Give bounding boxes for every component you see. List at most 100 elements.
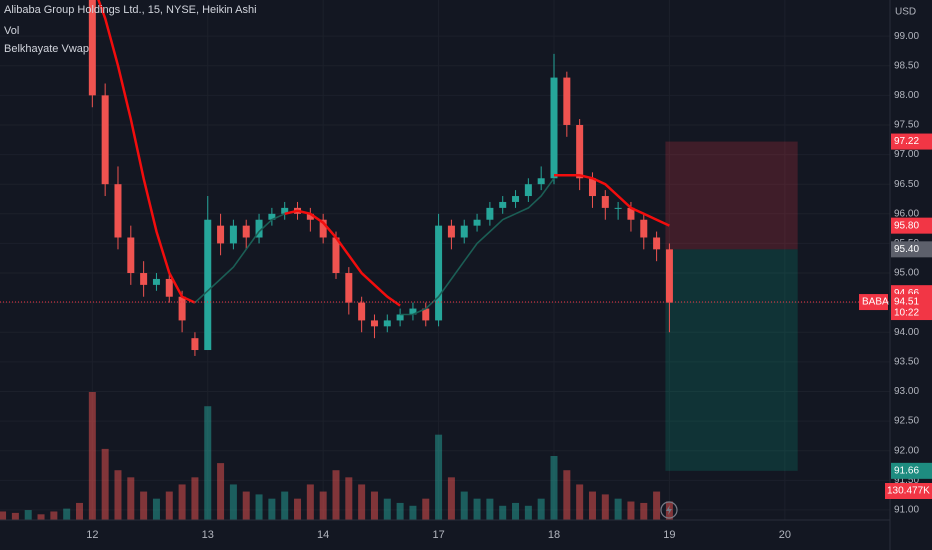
candle-body <box>627 207 635 220</box>
price-label-bg <box>891 133 932 150</box>
y-tick-label: 98.00 <box>894 90 919 101</box>
replay-icon[interactable] <box>660 501 678 519</box>
volume-bar <box>614 498 622 520</box>
candle-body <box>486 207 494 220</box>
volume-bar <box>191 477 199 520</box>
x-tick-label: 17 <box>432 529 444 541</box>
y-tick-label: 93.00 <box>894 386 919 397</box>
volume-bar <box>11 512 19 520</box>
chart-title: Alibaba Group Holdings Ltd., 15, NYSE, H… <box>4 4 257 16</box>
last-price-bg <box>891 294 932 321</box>
candle-body <box>563 77 571 125</box>
volume-bar <box>268 498 276 520</box>
volume-bar <box>627 501 635 520</box>
volume-bar <box>409 505 417 520</box>
volume-bar <box>537 498 545 520</box>
volume-bar <box>229 484 237 520</box>
volume-bar <box>37 514 45 520</box>
volume-bar <box>358 484 366 520</box>
y-tick-label: 97.50 <box>894 120 919 131</box>
x-tick-label: 20 <box>779 529 791 541</box>
volume-bar <box>550 456 558 520</box>
volume-bar <box>473 498 481 520</box>
candle-body <box>537 178 545 185</box>
countdown-label: 10:22 <box>894 308 919 319</box>
volume-bar <box>255 494 263 520</box>
y-tick-label: 94.00 <box>894 327 919 338</box>
price-label: 95.80 <box>894 220 919 231</box>
volume-bar <box>0 511 7 520</box>
volume-bar <box>165 491 173 520</box>
candle-body <box>268 213 276 220</box>
volume-bar <box>370 491 378 520</box>
candle-body <box>255 219 263 238</box>
volume-bar <box>140 491 148 520</box>
volume-bar <box>383 498 391 520</box>
candle-body <box>345 273 353 303</box>
candle-body <box>614 207 622 209</box>
candle-body <box>665 249 673 303</box>
last-price-label: 94.51 <box>894 297 919 308</box>
volume-bar <box>114 470 122 520</box>
currency-label: USD <box>895 7 916 18</box>
price-label-bg <box>891 217 932 234</box>
candle-body <box>588 178 596 197</box>
volume-bar <box>242 491 250 520</box>
volume-bar <box>306 484 314 520</box>
candle-body <box>640 219 648 238</box>
y-tick-label: 99.00 <box>894 31 919 42</box>
candle-body <box>332 237 340 274</box>
volume-bar <box>294 498 302 520</box>
y-tick-label: 95.00 <box>894 268 919 279</box>
candle-body <box>409 308 417 315</box>
candle-body <box>396 314 404 321</box>
volume-label-bg <box>885 483 932 499</box>
volume-bar <box>76 502 84 520</box>
grid <box>0 0 890 520</box>
candle-body <box>473 219 481 226</box>
icon-bolt <box>666 505 672 515</box>
candle-body <box>204 219 212 351</box>
candle-body <box>114 184 122 238</box>
target-zone <box>665 249 798 471</box>
candle-body <box>178 296 186 321</box>
candle-body <box>550 77 558 179</box>
volume-bar <box>178 484 186 520</box>
volume-bar <box>396 502 404 520</box>
candle-body <box>191 338 199 351</box>
symbol-bg <box>859 294 888 311</box>
y-tick-label: 92.50 <box>894 416 919 427</box>
volume-bar <box>422 498 430 520</box>
candle-body <box>165 278 173 297</box>
candle-body <box>88 0 96 96</box>
y-tick-label: 96.00 <box>894 208 919 219</box>
y-tick-label: 91.50 <box>894 475 919 486</box>
indicator-label: Belkhayate Vwap <box>4 43 89 55</box>
volume-bar <box>435 434 443 520</box>
vwap-line <box>194 177 555 316</box>
volume-bar <box>204 406 212 520</box>
candle-body <box>242 225 250 238</box>
volume-bar <box>332 470 340 520</box>
y-tick-label: 96.50 <box>894 179 919 190</box>
price-label-bg <box>891 241 932 258</box>
symbol-label: BABA <box>862 297 889 308</box>
candle-body <box>229 225 237 244</box>
stop-zone <box>665 141 798 250</box>
candle-body <box>524 184 532 197</box>
volume-bar <box>101 448 109 520</box>
candle-body <box>127 237 135 274</box>
candle-body <box>447 225 455 238</box>
candle-body <box>435 225 443 321</box>
candle-body <box>140 273 148 285</box>
candle-body <box>576 124 584 179</box>
price-label: 91.66 <box>894 465 919 476</box>
indicator-label: Vol <box>4 25 19 37</box>
volume-bar <box>24 510 32 520</box>
price-label: 94.66 <box>894 288 919 299</box>
volume-bar <box>512 502 520 520</box>
candle-body <box>653 237 661 250</box>
volume-bar <box>50 511 58 520</box>
